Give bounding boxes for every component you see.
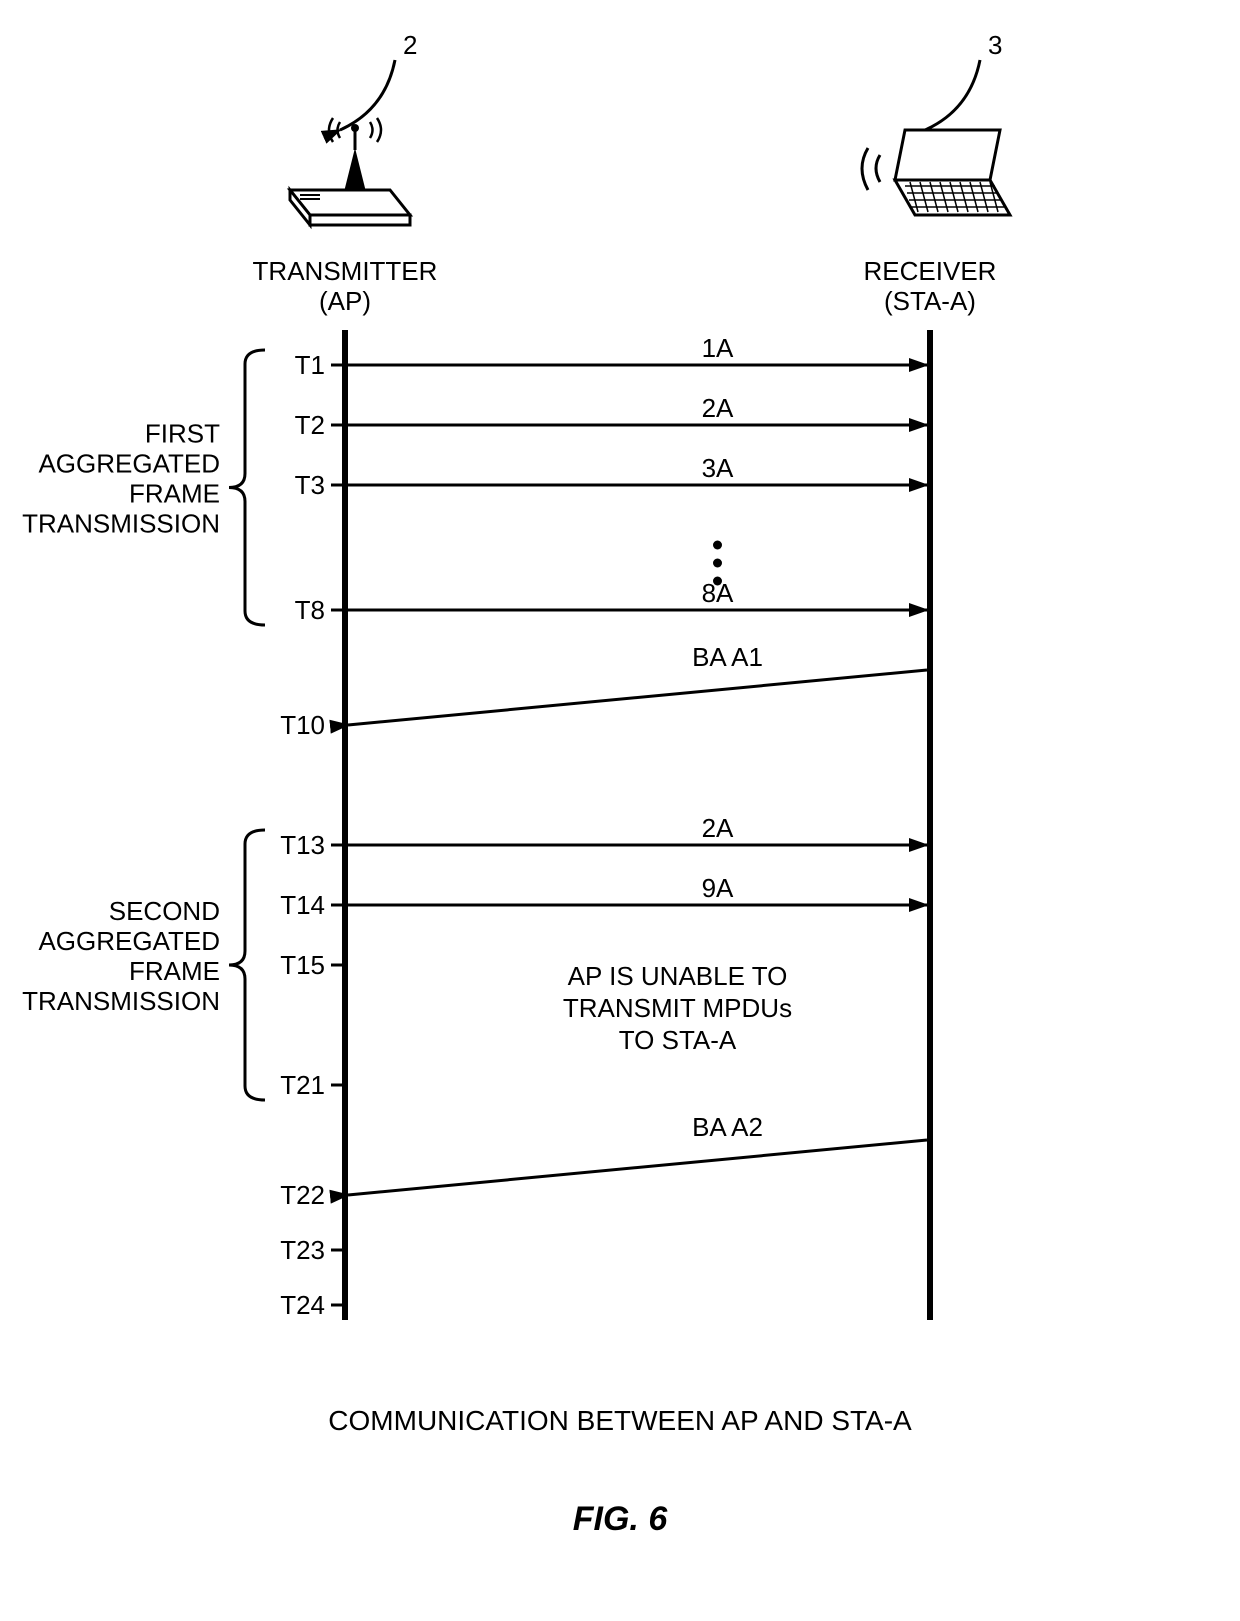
ba-ba1 xyxy=(348,670,927,725)
msg-label-a14: 9A xyxy=(702,873,734,903)
tx-label-2: (AP) xyxy=(319,286,371,316)
sta-icon xyxy=(862,130,1010,215)
time-t24: T24 xyxy=(280,1290,325,1320)
time-t10: T10 xyxy=(280,710,325,740)
fig-label: FIG. 6 xyxy=(573,1500,669,1538)
time-t23: T23 xyxy=(280,1235,325,1265)
time-t3: T3 xyxy=(295,470,325,500)
time-t21: T21 xyxy=(280,1070,325,1100)
time-t8: T8 xyxy=(295,595,325,625)
time-t2: T2 xyxy=(295,410,325,440)
note-l1: AP IS UNABLE TO xyxy=(568,961,788,991)
group-second-l3: FRAME xyxy=(129,956,220,986)
ellipsis-dot xyxy=(713,559,722,568)
group-first-l4: TRANSMISSION xyxy=(22,509,220,539)
ref-rx-label: 3 xyxy=(988,30,1002,60)
ellipsis-dot xyxy=(713,577,722,586)
ba-label-ba1: BA A1 xyxy=(692,642,763,672)
msg-label-a1: 1A xyxy=(702,333,734,363)
msg-label-a13: 2A xyxy=(702,813,734,843)
caption: COMMUNICATION BETWEEN AP AND STA-A xyxy=(328,1405,912,1436)
ref-rx xyxy=(925,60,980,130)
note-l3: TO STA-A xyxy=(619,1025,737,1055)
msg-label-a3: 3A xyxy=(702,453,734,483)
rx-lifeline xyxy=(927,330,933,1320)
rx-label-2: (STA-A) xyxy=(884,286,976,316)
rx-label-1: RECEIVER xyxy=(864,256,997,286)
ref-tx xyxy=(340,60,395,130)
ap-icon xyxy=(290,118,410,225)
group-second-l2: AGGREGATED xyxy=(38,926,220,956)
group-first-l2: AGGREGATED xyxy=(38,449,220,479)
msg-label-a2: 2A xyxy=(702,393,734,423)
group-second-l4: TRANSMISSION xyxy=(22,986,220,1016)
ref-tx-label: 2 xyxy=(403,30,417,60)
time-t15: T15 xyxy=(280,950,325,980)
ellipsis-dot xyxy=(713,541,722,550)
tx-lifeline xyxy=(342,330,348,1320)
brace-first xyxy=(229,350,265,625)
tx-label-1: TRANSMITTER xyxy=(253,256,438,286)
group-second-l1: SECOND xyxy=(109,896,220,926)
time-t1: T1 xyxy=(295,350,325,380)
group-first-l1: FIRST xyxy=(145,419,220,449)
note-l2: TRANSMIT MPDUs xyxy=(563,993,792,1023)
group-first-l3: FRAME xyxy=(129,479,220,509)
ba-ba2 xyxy=(348,1140,927,1195)
time-t14: T14 xyxy=(280,890,325,920)
time-t13: T13 xyxy=(280,830,325,860)
time-t22: T22 xyxy=(280,1180,325,1210)
ba-label-ba2: BA A2 xyxy=(692,1112,763,1142)
brace-second xyxy=(229,830,265,1100)
